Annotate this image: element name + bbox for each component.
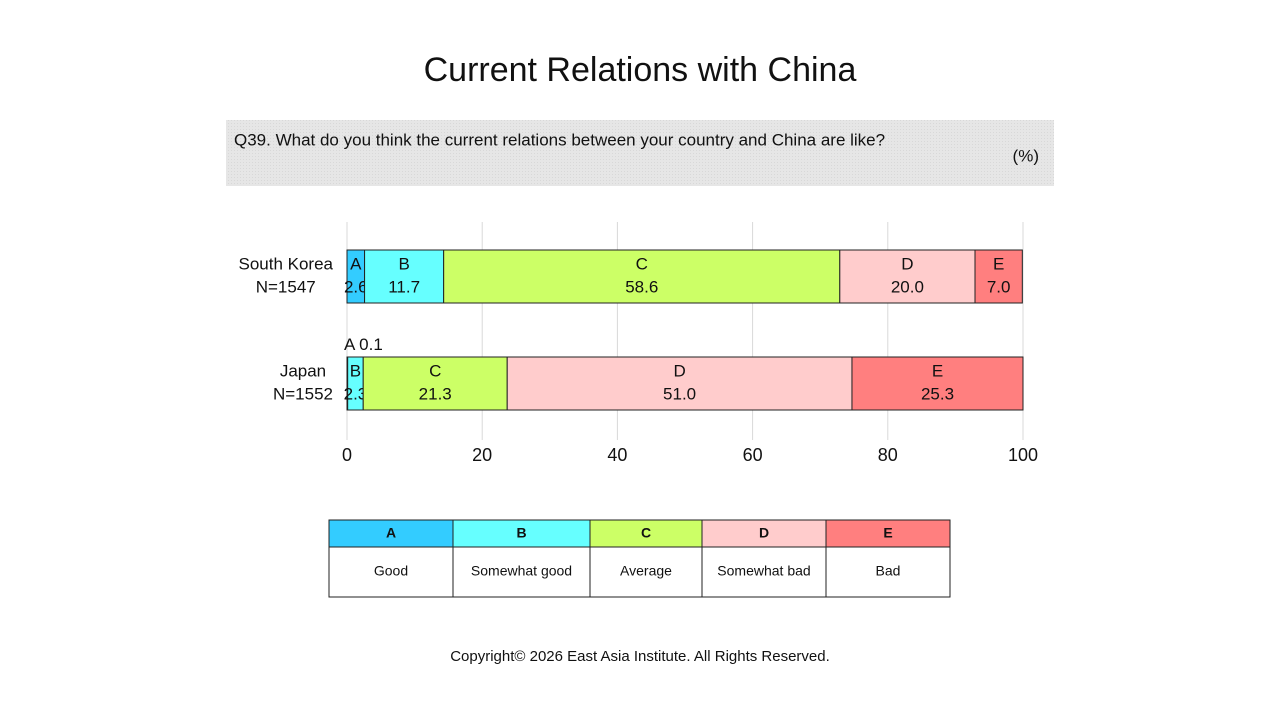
legend-cell <box>589 546 703 598</box>
legend-cell <box>701 546 827 598</box>
segment-name: B <box>398 254 409 273</box>
legend-code: B <box>516 525 526 541</box>
segment-name: A <box>350 254 362 273</box>
value-label: 20.0 <box>891 277 924 296</box>
sample-size: N=1547 <box>256 277 316 296</box>
question-box <box>226 120 1054 186</box>
x-tick-label: 0 <box>342 445 352 465</box>
legend-code: D <box>759 525 769 541</box>
legend-code: C <box>641 525 651 541</box>
bar-segment <box>362 356 508 411</box>
value-label: 58.6 <box>625 277 658 296</box>
bar-segment <box>839 249 976 304</box>
footer: Copyright© 2026 East Asia Institute. All… <box>450 648 830 665</box>
bar-segment <box>851 356 1024 411</box>
legend-label: Good <box>374 563 408 579</box>
bar-segment <box>443 249 841 304</box>
value-label: 11.7 <box>388 277 420 296</box>
segment-name: B <box>350 361 361 380</box>
legend-cell <box>452 546 591 598</box>
bar-segment <box>506 356 853 411</box>
segment-name: C <box>429 361 441 380</box>
question: Q39. What do you think the current relat… <box>234 130 885 149</box>
segment-name: C <box>636 254 648 273</box>
x-tick-label: 40 <box>607 445 627 465</box>
value-label: 51.0 <box>663 384 696 403</box>
value-label: 2.3 <box>344 384 368 403</box>
segment-name: E <box>932 361 943 380</box>
legend-cell <box>825 546 951 598</box>
value-label: 0.1 <box>359 335 383 354</box>
legend-label: Average <box>620 563 672 579</box>
chart-title: Current Relations with China <box>424 51 857 89</box>
value-label: 25.3 <box>921 384 954 403</box>
legend-label: Somewhat bad <box>717 563 810 579</box>
x-tick-label: 80 <box>878 445 898 465</box>
unit: (%) <box>1013 146 1039 165</box>
segment-name: A <box>344 335 356 354</box>
segment-name: D <box>673 361 685 380</box>
segment-name: D <box>901 254 913 273</box>
x-tick-label: 100 <box>1008 445 1038 465</box>
legend-label: Somewhat good <box>471 563 572 579</box>
value-label: 7.0 <box>987 277 1011 296</box>
segment-name: E <box>993 254 1004 273</box>
legend-swatch <box>701 519 827 548</box>
legend-code: E <box>883 525 892 541</box>
category-label: South Korea <box>238 254 333 273</box>
sample-size: N=1552 <box>273 384 333 403</box>
legend-label: Bad <box>876 563 901 579</box>
bar-segment <box>974 249 1023 304</box>
category-label: Japan <box>280 361 326 380</box>
value-label: 21.3 <box>419 384 452 403</box>
bar-segment <box>364 249 445 304</box>
x-tick-label: 60 <box>743 445 763 465</box>
legend-cell <box>328 546 454 598</box>
segment-label: A 0.1 <box>344 335 383 354</box>
legend-code: A <box>386 525 396 541</box>
legend-swatch <box>452 519 591 548</box>
value-label: 2.6 <box>344 277 368 296</box>
x-tick-label: 20 <box>472 445 492 465</box>
